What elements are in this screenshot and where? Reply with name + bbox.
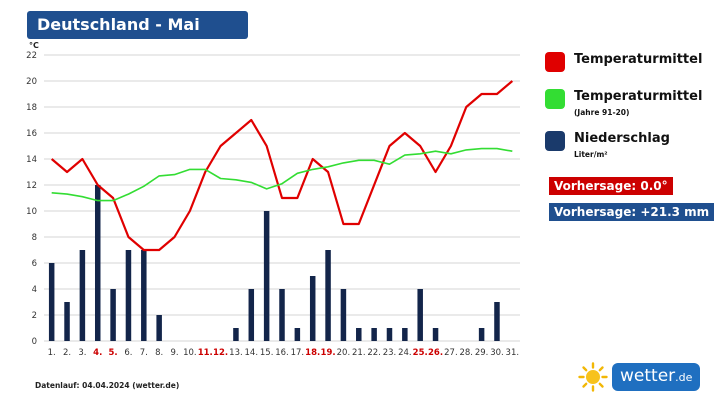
x-tick-label: 16. bbox=[275, 348, 289, 358]
precip-bar bbox=[325, 250, 331, 341]
precip-bar bbox=[48, 263, 55, 341]
legend-temp-mean: Temperaturmittel bbox=[545, 52, 702, 72]
temp-mean-line bbox=[50, 80, 514, 252]
legend-swatch-precip bbox=[545, 131, 565, 151]
x-tick-label: 19. bbox=[321, 348, 336, 358]
forecast-temp-badge: Vorhersage: 0.0° bbox=[549, 177, 673, 195]
precip-bar bbox=[309, 276, 316, 341]
y-unit-label: °C bbox=[29, 41, 39, 50]
precip-bar bbox=[432, 328, 439, 341]
precip-bar bbox=[478, 328, 485, 341]
x-tick-label: 23. bbox=[383, 348, 397, 358]
x-tick-label: 10. bbox=[183, 348, 197, 358]
x-tick-label: 21. bbox=[352, 348, 366, 358]
precip-bar bbox=[356, 328, 362, 341]
data-run-note: Datenlauf: 04.04.2024 (wetter.de) bbox=[35, 381, 180, 390]
x-tick-label: 18. bbox=[305, 348, 320, 358]
legend-sub-temp-normal: (Jahre 91-20) bbox=[574, 108, 630, 117]
precip-bar bbox=[386, 328, 393, 341]
precip-bar bbox=[79, 250, 86, 341]
forecast-precip-badge: Vorhersage: +21.3 mm bbox=[549, 203, 715, 221]
x-tick-label: 27. bbox=[444, 348, 458, 358]
y-axis-ticks: 0 2 4 6 8 10 12 14 16 18 20 22 bbox=[26, 51, 37, 347]
legend-sub-precip: Liter/m² bbox=[574, 150, 608, 159]
precip-bar bbox=[402, 328, 408, 341]
chart-title: Deutschland - Mai bbox=[27, 11, 248, 39]
x-tick-label: 1. bbox=[48, 348, 56, 358]
brand-tld: .de bbox=[675, 371, 693, 384]
y-tick-label: 2 bbox=[32, 311, 37, 321]
legend-label-temp-normal: Temperaturmittel bbox=[574, 89, 703, 104]
precip-bar bbox=[279, 289, 285, 341]
precip-bar bbox=[340, 289, 347, 341]
x-tick-label: 8. bbox=[155, 348, 163, 358]
y-tick-label: 6 bbox=[32, 259, 37, 269]
temp-normal-line bbox=[51, 147, 513, 202]
precip-bar bbox=[125, 250, 132, 341]
x-axis-ticks: 1. 2. 3. 4. 5. 6. 7. 8. 9. 10. 11. 12. 13. 14. 15. 16. 1… bbox=[48, 348, 519, 358]
y-tick-label: 12 bbox=[26, 181, 37, 191]
legend-label-precip: Niederschlag bbox=[574, 131, 670, 146]
legend-swatch-temp-mean bbox=[545, 52, 565, 72]
x-tick-label: 13. bbox=[229, 348, 243, 358]
precip-bar bbox=[156, 315, 162, 341]
x-tick-label: 24. bbox=[398, 348, 412, 358]
x-tick-label: 7. bbox=[140, 348, 148, 358]
x-tick-label: 4. bbox=[93, 348, 102, 358]
x-tick-label: 14. bbox=[245, 348, 259, 358]
x-tick-label: 29. bbox=[475, 348, 489, 358]
y-tick-label: 22 bbox=[26, 51, 37, 61]
x-tick-label: 9. bbox=[170, 348, 178, 358]
legend-precip: Niederschlag Liter/m² bbox=[545, 131, 670, 159]
precip-bars bbox=[48, 185, 500, 341]
precip-bar bbox=[64, 302, 70, 341]
x-tick-label: 31. bbox=[506, 348, 520, 358]
x-tick-label: 6. bbox=[124, 348, 132, 358]
y-tick-label: 4 bbox=[32, 285, 37, 295]
legend-temp-normal: Temperaturmittel (Jahre 91-20) bbox=[545, 89, 702, 117]
brand-logo: wetter.de bbox=[578, 362, 701, 392]
x-tick-label: 30. bbox=[490, 348, 504, 358]
x-tick-label: 26. bbox=[428, 348, 443, 358]
precip-bar bbox=[110, 289, 116, 341]
x-tick-label: 2. bbox=[63, 348, 71, 358]
x-tick-label: 15. bbox=[260, 348, 274, 358]
brand-wordmark: wetter.de bbox=[612, 363, 701, 391]
precip-bar bbox=[263, 211, 270, 341]
y-tick-label: 16 bbox=[26, 129, 37, 139]
x-tick-label: 17. bbox=[291, 348, 305, 358]
precip-bar bbox=[248, 289, 255, 341]
precip-bar bbox=[417, 289, 423, 341]
x-tick-label: 12. bbox=[213, 348, 228, 358]
sun-icon bbox=[578, 362, 608, 392]
x-tick-label: 28. bbox=[459, 348, 473, 358]
x-tick-label: 25. bbox=[413, 348, 428, 358]
x-tick-label: 11. bbox=[198, 348, 213, 358]
legend-swatch-temp-normal bbox=[545, 89, 565, 109]
x-tick-label: 3. bbox=[78, 348, 86, 358]
precip-bar bbox=[94, 185, 101, 341]
precip-bar bbox=[294, 328, 301, 341]
precip-bar bbox=[141, 250, 147, 341]
legend-label-temp-mean: Temperaturmittel bbox=[574, 52, 703, 67]
precip-bar bbox=[233, 328, 239, 341]
precip-bar bbox=[494, 302, 500, 341]
y-tick-label: 18 bbox=[26, 103, 37, 113]
x-tick-label: 5. bbox=[109, 348, 118, 358]
brand-name: wetter bbox=[620, 366, 676, 386]
precip-bar bbox=[371, 328, 377, 341]
x-tick-label: 20. bbox=[337, 348, 351, 358]
temperature-lines bbox=[50, 80, 514, 252]
y-tick-label: 14 bbox=[26, 155, 37, 165]
y-tick-label: 8 bbox=[32, 233, 37, 243]
y-tick-label: 0 bbox=[32, 337, 37, 347]
y-tick-label: 20 bbox=[26, 77, 37, 87]
x-tick-label: 22. bbox=[367, 348, 381, 358]
y-tick-label: 10 bbox=[26, 207, 37, 217]
